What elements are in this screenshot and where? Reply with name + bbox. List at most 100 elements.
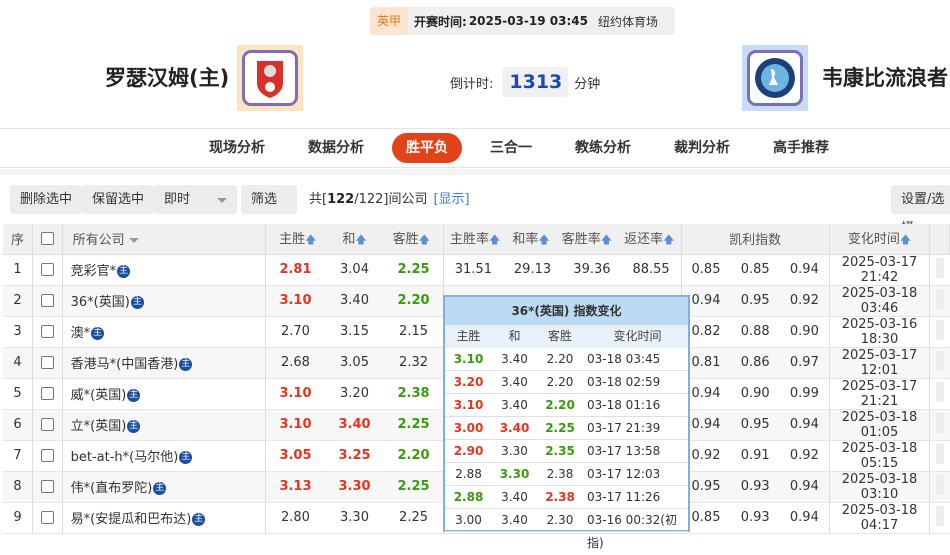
- league-badge[interactable]: 英甲: [370, 7, 409, 35]
- company-cell[interactable]: 易*(安提瓜和巴布达) 主: [62, 502, 267, 534]
- tab-three-in-one[interactable]: 三合一: [490, 140, 532, 156]
- away-odds[interactable]: 2.20: [384, 440, 444, 472]
- away-odds[interactable]: 2.20: [384, 285, 444, 317]
- company-name[interactable]: 伟*(直布罗陀): [70, 481, 153, 496]
- away-odds[interactable]: 2.15: [384, 316, 444, 348]
- row-checkbox-cell[interactable]: [32, 378, 63, 410]
- col-select-all[interactable]: [32, 224, 63, 255]
- row-checkbox[interactable]: [40, 418, 54, 431]
- row-checkbox-cell[interactable]: [32, 502, 63, 534]
- mode-select[interactable]: 即时: [154, 185, 237, 214]
- company-name[interactable]: bet-at-h*(马尔他): [70, 450, 179, 465]
- away-odds[interactable]: 2.38: [384, 378, 444, 410]
- sort-return-rate[interactable]: 返还率🡅: [624, 228, 674, 250]
- sort-draw[interactable]: 和🡅: [342, 228, 366, 250]
- tab-expert-picks[interactable]: 高手推荐: [773, 140, 829, 156]
- settings-button[interactable]: 设置/选择: [891, 185, 950, 236]
- popup-away-odds: 2.30: [546, 513, 574, 527]
- sort-draw-rate[interactable]: 和率🡅: [512, 228, 549, 250]
- row-index: 5: [3, 378, 34, 410]
- row-action-icon[interactable]: [935, 257, 944, 278]
- row-checkbox-cell[interactable]: [32, 440, 63, 472]
- home-team-logo[interactable]: [237, 45, 303, 111]
- tab-win-draw-loss[interactable]: 胜平负: [392, 133, 462, 163]
- away-team-name[interactable]: 韦康比流浪者: [822, 66, 948, 90]
- company-name[interactable]: 威*(英国): [70, 388, 127, 403]
- row-index: 8: [3, 471, 34, 503]
- change-time: 2025-03-17 21:21: [829, 378, 931, 410]
- away-odds[interactable]: 2.25: [384, 502, 444, 534]
- company-name[interactable]: 澳*: [70, 326, 91, 341]
- row-action-icon[interactable]: [935, 505, 944, 526]
- away-team-logo[interactable]: [742, 45, 808, 111]
- table-row[interactable]: 8 伟*(直布罗陀) 主 3.13 3.30 2.25 0.95 0.93 0.94 …: [3, 471, 950, 503]
- popup-row: 2.88 3.30 2.38 03-17 12:03: [445, 463, 688, 486]
- row-action-icon[interactable]: [935, 443, 944, 464]
- row-action-icon[interactable]: [935, 288, 944, 309]
- row-action-icon[interactable]: [935, 381, 944, 402]
- company-cell[interactable]: bet-at-h*(马尔他) 主: [62, 440, 267, 472]
- company-name[interactable]: 36*(英国): [70, 295, 130, 310]
- away-odds[interactable]: 2.25: [384, 471, 444, 503]
- row-checkbox[interactable]: [40, 294, 54, 307]
- row-action-icon[interactable]: [935, 412, 944, 433]
- col-change-time[interactable]: 变化时间🡅: [829, 224, 931, 255]
- row-checkbox[interactable]: [40, 325, 54, 338]
- company-cell[interactable]: 香港马*(中国香港) 主: [62, 347, 267, 379]
- away-odds[interactable]: 2.32: [384, 347, 444, 379]
- row-checkbox[interactable]: [40, 511, 54, 524]
- filter-dropdown[interactable]: 筛选: [241, 185, 297, 231]
- away-odds[interactable]: 2.25: [384, 254, 444, 286]
- chevron-down-icon: [128, 238, 139, 248]
- row-action-icon[interactable]: [935, 319, 944, 340]
- row-checkbox[interactable]: [40, 263, 54, 276]
- company-cell[interactable]: 伟*(直布罗陀) 主: [62, 471, 267, 503]
- company-name[interactable]: 立*(英国): [70, 419, 127, 434]
- show-link[interactable]: [显示]: [433, 192, 470, 207]
- sort-away[interactable]: 客胜🡅: [393, 228, 430, 250]
- tab-coach-analysis[interactable]: 教练分析: [575, 140, 631, 156]
- tab-referee-analysis[interactable]: 裁判分析: [674, 140, 730, 156]
- row-checkbox-cell[interactable]: [32, 316, 63, 348]
- company-name[interactable]: 易*(安提瓜和巴布达): [70, 512, 192, 527]
- row-checkbox[interactable]: [40, 387, 54, 400]
- select-all-checkbox[interactable]: [40, 232, 54, 246]
- company-cell[interactable]: 威*(英国) 主: [62, 378, 267, 410]
- row-checkbox-cell[interactable]: [32, 347, 63, 379]
- away-rate-header: 客胜率: [561, 231, 601, 247]
- draw-odds: 3.40: [324, 409, 385, 441]
- row-action-icon[interactable]: [935, 350, 944, 371]
- row-checkbox-cell[interactable]: [32, 471, 63, 503]
- delete-selected-button[interactable]: 删除选中: [10, 185, 83, 214]
- popup-time: 03-17 11:26: [587, 490, 661, 504]
- company-cell[interactable]: 立*(英国) 主: [62, 409, 267, 441]
- row-checkbox[interactable]: [40, 480, 54, 493]
- away-odds[interactable]: 2.25: [384, 409, 444, 441]
- sort-away-rate[interactable]: 客胜率🡅: [562, 228, 612, 250]
- sort-home-rate[interactable]: 主胜率🡅: [450, 228, 500, 250]
- row-extra: [929, 440, 950, 472]
- row-checkbox[interactable]: [40, 356, 54, 369]
- popup-row: 3.10 3.40 2.20 03-18 01:16: [445, 394, 688, 417]
- home-team-name[interactable]: 罗瑟汉姆(主): [105, 66, 230, 90]
- row-checkbox[interactable]: [40, 449, 54, 462]
- company-name[interactable]: 竞彩官*: [70, 264, 117, 279]
- company-cell[interactable]: 澳* 主: [62, 316, 267, 348]
- popup-draw-odds: 3.40: [501, 352, 528, 366]
- company-name[interactable]: 香港马*(中国香港): [70, 357, 179, 372]
- row-checkbox-cell[interactable]: [32, 285, 63, 317]
- row-checkbox-cell[interactable]: [32, 409, 63, 441]
- tab-live-analysis[interactable]: 现场分析: [209, 140, 265, 156]
- table-row[interactable]: 1 竞彩官* 主 2.81 3.04 2.25 31.51 29.13 39.36 88…: [3, 254, 950, 286]
- sort-home[interactable]: 主胜🡅: [279, 228, 316, 250]
- arrow-up-icon: 🡅: [600, 232, 613, 246]
- company-cell[interactable]: 36*(英国) 主: [62, 285, 267, 317]
- company-cell[interactable]: 竞彩官* 主: [62, 254, 267, 286]
- popup-home-odds: 2.90: [453, 444, 484, 458]
- col-company[interactable]: 所有公司: [62, 224, 267, 255]
- row-action-icon[interactable]: [935, 474, 944, 495]
- keep-selected-button[interactable]: 保留选中: [82, 185, 155, 214]
- popup-draw-odds: 3.40: [501, 513, 528, 527]
- row-checkbox-cell[interactable]: [32, 254, 63, 286]
- tab-data-analysis[interactable]: 数据分析: [308, 140, 364, 156]
